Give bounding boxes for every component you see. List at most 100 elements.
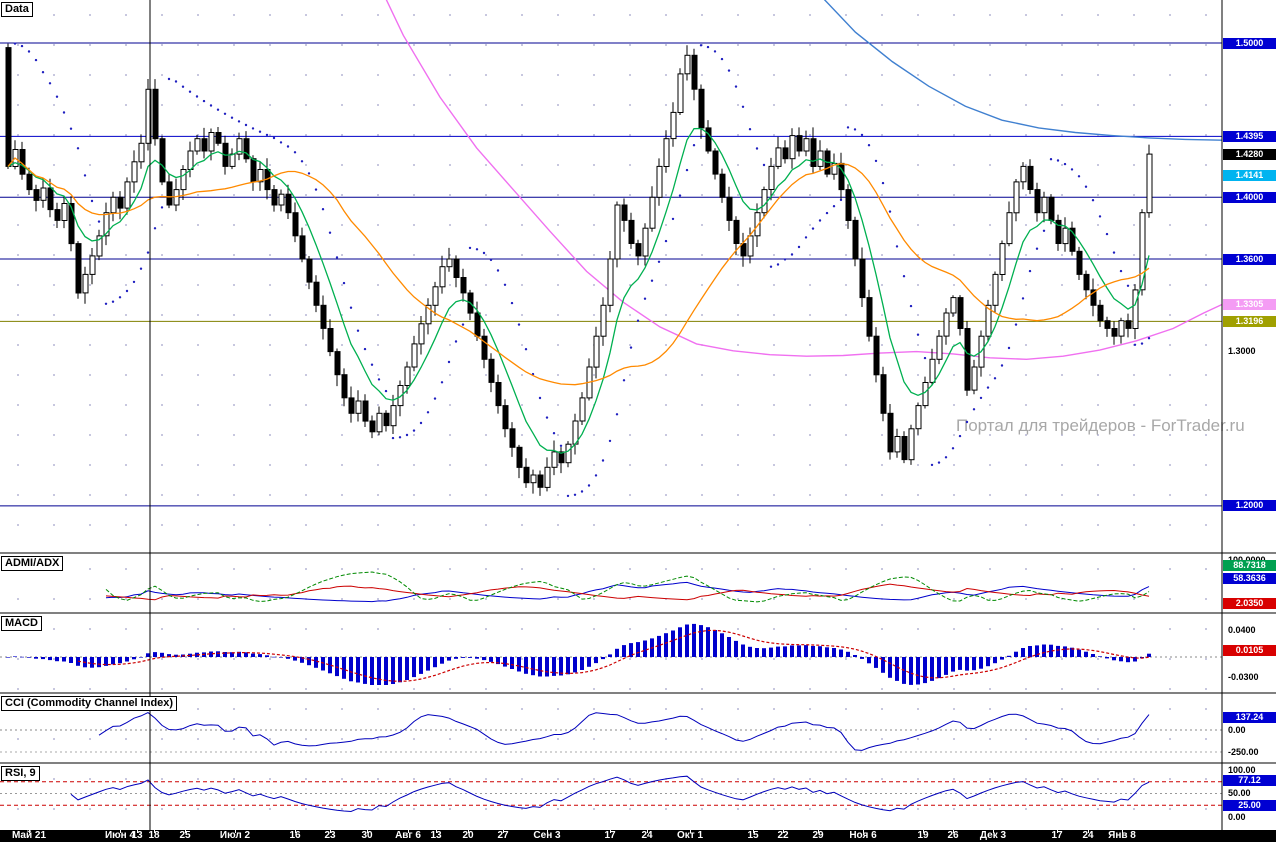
rsi-panel-label[interactable]: RSI, 9: [1, 766, 40, 781]
x-axis-label: 19: [917, 830, 929, 841]
x-axis-tick: [330, 830, 331, 833]
adx-axis-value: 2.0350: [1223, 597, 1276, 609]
x-axis-tick: [547, 830, 548, 833]
x-axis-tick: [993, 830, 994, 833]
x-axis-label: 25: [179, 830, 191, 841]
x-axis-label: 16: [289, 830, 301, 841]
x-axis-label: 29: [812, 830, 824, 841]
x-axis-label: Июл 2: [219, 830, 251, 841]
adx-line: [105, 571, 1150, 603]
x-axis-label: Май 21: [11, 830, 47, 841]
cci-panel-plot-area[interactable]: [0, 694, 1222, 762]
cci-line: [98, 712, 1150, 751]
main-axis-value: 1.4395: [1223, 130, 1276, 142]
x-axis-tick: [367, 830, 368, 833]
x-axis-label: Ноя 6: [849, 830, 877, 841]
x-axis-tick: [753, 830, 754, 833]
x-axis-label: Авг 6: [395, 830, 421, 841]
x-axis-label: 13: [131, 830, 143, 841]
macd-axis-value: 0.0105: [1223, 644, 1276, 656]
main-axis-value: 1.3196: [1223, 315, 1276, 327]
macd-histogram: [6, 623, 1151, 685]
x-axis-tick: [185, 830, 186, 833]
long-ma-magenta-line: [385, 0, 1222, 361]
x-axis-label: Сен 3: [533, 830, 561, 841]
sma-mid-orange-line: [7, 157, 1150, 386]
x-axis-tick: [863, 830, 864, 833]
x-axis-tick: [120, 830, 121, 833]
main-panel-label[interactable]: Data: [1, 2, 33, 17]
x-axis-label: 22: [777, 830, 789, 841]
x-axis-tick: [468, 830, 469, 833]
x-axis-tick: [647, 830, 648, 833]
rsi-axis-value: 50.00: [1228, 788, 1251, 798]
x-axis-tick: [953, 830, 954, 833]
adx-panel-plot-area[interactable]: [0, 554, 1222, 612]
rsi-axis-value: 100.00: [1228, 764, 1256, 775]
x-axis-tick: [235, 830, 236, 833]
main-axis-value: 1.4141: [1223, 170, 1276, 181]
rsi-axis-value: 0.00: [1228, 811, 1246, 822]
x-axis-label: 17: [604, 830, 616, 841]
rsi-line: [70, 775, 1150, 813]
x-axis-tick: [408, 830, 409, 833]
di-plus-line: [105, 581, 1150, 603]
x-axis-label: 15: [747, 830, 759, 841]
x-axis-tick: [783, 830, 784, 833]
watermark: Портал для трейдеров - ForTrader.ru: [956, 416, 1245, 435]
macd-axis-value: 0.0400: [1228, 624, 1256, 635]
cci-axis-value: -250.00: [1228, 746, 1259, 757]
x-axis-label: 27: [497, 830, 509, 841]
rsi-axis-value: 25.00: [1223, 799, 1276, 811]
x-axis-tick: [610, 830, 611, 833]
x-axis-label: Янв 8: [1108, 830, 1136, 841]
cci-axis-value: 137.24: [1223, 712, 1276, 724]
x-axis-tick: [295, 830, 296, 833]
x-axis-tick: [1122, 830, 1123, 833]
x-axis-tick: [1057, 830, 1058, 833]
adx-axis-value: 58.3636: [1223, 572, 1276, 584]
main-axis-value: 1.4280: [1223, 148, 1276, 160]
x-axis-label: 24: [641, 830, 653, 841]
x-axis-label: Окт 1: [676, 830, 704, 841]
x-axis-label: Июн 4: [104, 830, 136, 841]
main-axis-value: 1.4000: [1223, 191, 1276, 203]
x-axis-tick: [137, 830, 138, 833]
x-axis-tick: [690, 830, 691, 833]
rsi-panel-plot-area[interactable]: [0, 764, 1222, 830]
parabolic-sar-dots: [13, 42, 1151, 498]
x-axis-tick: [436, 830, 437, 833]
long-ma-blue-line: [823, 0, 1222, 141]
x-axis-tick: [29, 830, 30, 833]
cci-panel-label[interactable]: CCI (Commodity Channel Index): [1, 696, 178, 711]
x-axis-label: 30: [361, 830, 373, 841]
adx-panel-label[interactable]: ADMI/ADX: [1, 556, 64, 571]
x-axis-label: 24: [1082, 830, 1094, 841]
macd-axis-value: -0.0300: [1228, 671, 1259, 682]
x-axis-label: 13: [430, 830, 442, 841]
main-axis-value: 1.3305: [1223, 299, 1276, 310]
main-axis-value: 1.3000: [1228, 346, 1256, 357]
x-axis-tick: [923, 830, 924, 833]
x-axis-label: 17: [1051, 830, 1063, 841]
x-axis-label: 20: [462, 830, 474, 841]
ema-fast-green-line: [7, 127, 1150, 454]
x-axis-tick: [503, 830, 504, 833]
x-axis-tick: [818, 830, 819, 833]
macd-signal-line: [77, 629, 1150, 682]
macd-panel-label[interactable]: MACD: [1, 616, 42, 631]
x-axis-label: 26: [947, 830, 959, 841]
main-axis-value: 1.3600: [1223, 253, 1276, 265]
time-axis: Май 21 Июн 4 13 18 25 Июл 2 16 23 30 Авг 6 13 20 27 С…: [0, 830, 1276, 842]
x-axis-label: Дек 3: [979, 830, 1007, 841]
cci-axis-value: 0.00: [1228, 724, 1246, 735]
x-axis-tick: [154, 830, 155, 833]
x-axis-label: 23: [324, 830, 336, 841]
x-axis-tick: [1088, 830, 1089, 833]
main-axis-value: 1.5000: [1223, 37, 1276, 49]
di-minus-line: [105, 583, 1150, 601]
adx-axis-value: 88.7318: [1223, 559, 1276, 571]
x-axis-label: 18: [148, 830, 160, 841]
